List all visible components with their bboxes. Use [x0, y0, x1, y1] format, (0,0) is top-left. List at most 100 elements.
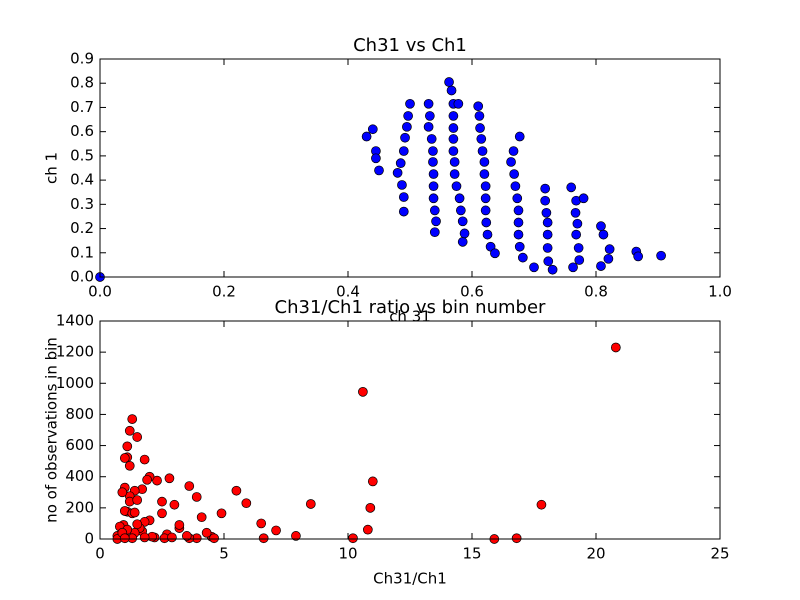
point	[596, 221, 606, 231]
y-axis-label: no of observations in bin	[43, 337, 61, 523]
point	[512, 193, 523, 204]
point	[428, 181, 439, 192]
x-tick-label: 0.8	[584, 283, 608, 301]
point	[475, 123, 485, 133]
point	[397, 180, 407, 190]
point	[510, 181, 521, 192]
y-tick-label: 0.3	[70, 195, 94, 213]
point	[431, 216, 441, 227]
y-tick-label: 200	[65, 498, 94, 516]
x-axis-label: Ch31/Ch1	[373, 570, 447, 588]
x-tick-label: 1.0	[708, 283, 732, 301]
point	[398, 146, 409, 156]
point	[428, 146, 438, 156]
x-tick-label: 0.6	[460, 283, 484, 301]
axes-frame	[99, 320, 721, 540]
y-tick-label: 0.7	[70, 98, 94, 116]
point	[117, 487, 128, 498]
point	[542, 229, 553, 240]
point	[132, 495, 143, 505]
point	[480, 205, 491, 216]
plot-area	[100, 59, 720, 277]
point	[403, 111, 413, 121]
point	[124, 460, 135, 471]
y-tick-label: 0.4	[70, 171, 94, 189]
y-tick-label: 0.1	[70, 243, 94, 261]
point	[517, 252, 528, 263]
point	[566, 182, 577, 193]
point	[459, 228, 470, 239]
point	[536, 499, 547, 510]
point	[371, 153, 381, 164]
point	[196, 512, 207, 523]
point	[479, 169, 490, 179]
y-tick-label: 0.8	[70, 74, 94, 92]
y-tick-label: 0.2	[70, 219, 94, 237]
point	[271, 525, 281, 536]
point	[127, 414, 138, 424]
point	[428, 193, 439, 204]
point	[578, 193, 589, 204]
point	[540, 195, 551, 206]
point	[448, 123, 459, 133]
x-tick-label: 10	[338, 545, 357, 563]
point	[428, 157, 438, 167]
point	[603, 253, 614, 264]
point	[511, 533, 522, 544]
y-tick-label: 1200	[56, 343, 94, 361]
point	[572, 218, 583, 229]
point	[169, 499, 180, 510]
point	[448, 146, 459, 156]
point	[482, 229, 493, 240]
point	[152, 475, 162, 486]
point	[122, 441, 133, 452]
point	[508, 146, 519, 156]
point	[426, 134, 437, 144]
point	[132, 432, 143, 442]
point	[209, 533, 219, 544]
y-tick-label: 400	[65, 467, 94, 485]
point	[448, 134, 459, 144]
point	[402, 121, 412, 132]
point	[455, 205, 466, 216]
point	[167, 532, 177, 543]
point	[604, 244, 615, 254]
point	[216, 508, 227, 519]
x-tick-label: 25	[710, 545, 729, 563]
x-tick-label: 0.2	[212, 283, 236, 301]
point	[574, 255, 585, 265]
point	[231, 485, 242, 496]
point	[395, 158, 406, 169]
point	[392, 167, 403, 178]
point	[656, 250, 666, 261]
point	[119, 453, 130, 463]
point	[157, 496, 167, 507]
point	[598, 229, 609, 240]
point	[571, 229, 582, 240]
point	[514, 131, 525, 142]
y-tick-label: 0.9	[70, 50, 94, 68]
x-tick-label: 0.4	[336, 283, 360, 301]
point	[258, 533, 269, 544]
point	[509, 169, 520, 179]
y-tick-label: 0.6	[70, 122, 94, 140]
point	[365, 503, 376, 513]
point	[362, 524, 373, 535]
point	[361, 131, 372, 142]
point	[124, 425, 135, 436]
point	[256, 518, 267, 529]
point	[241, 498, 252, 509]
y-tick-label: 800	[65, 405, 94, 423]
point	[477, 146, 488, 156]
point	[367, 124, 378, 135]
point	[457, 237, 468, 247]
point	[542, 217, 553, 228]
point	[541, 207, 552, 218]
point	[201, 527, 212, 538]
point	[142, 474, 152, 485]
point	[132, 519, 143, 530]
plot-area	[100, 321, 720, 539]
y-tick-label: 0.0	[70, 268, 94, 286]
x-tick-label: 20	[586, 545, 605, 563]
